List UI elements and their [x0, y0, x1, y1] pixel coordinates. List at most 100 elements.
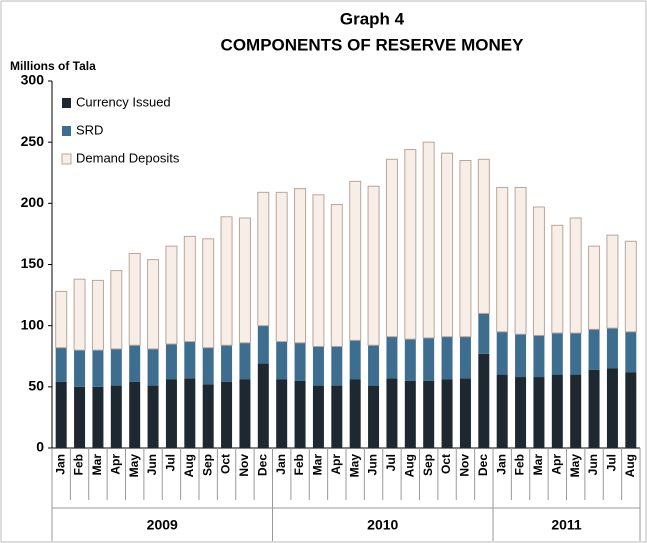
x-tick-label: Mar	[311, 454, 325, 476]
bar-segment	[588, 245, 601, 330]
chart-title: Graph 4	[340, 9, 405, 28]
bar-segment	[257, 191, 270, 327]
bar-segment	[478, 313, 490, 354]
x-tick-label: Oct	[219, 454, 233, 474]
y-tick-label: 300	[21, 72, 45, 88]
bar-segment	[496, 331, 508, 375]
x-tick-label: Feb	[292, 454, 306, 475]
bar-segment	[331, 346, 343, 386]
bar-segment	[257, 325, 269, 364]
x-tick-label: Apr	[329, 454, 343, 475]
bar-segment	[165, 245, 178, 345]
bar-segment	[110, 385, 122, 448]
bar-segment	[459, 160, 472, 338]
bar-segment	[606, 234, 619, 329]
bar-segment	[184, 341, 196, 379]
bar-segment	[147, 259, 160, 350]
x-tick-label: Apr	[549, 454, 563, 475]
group-label: 2011	[551, 517, 582, 533]
bar-segment	[202, 384, 214, 448]
x-tick-label: Apr	[108, 454, 122, 475]
bar-segment	[404, 339, 416, 381]
bar-segment	[570, 333, 582, 375]
bar-segment	[533, 335, 545, 378]
bar-segment	[441, 336, 453, 380]
bar-segment	[404, 149, 417, 340]
bar-segment	[570, 374, 582, 448]
legend-swatch	[62, 98, 71, 108]
y-tick-label: 250	[21, 133, 45, 149]
bar-segment	[312, 194, 325, 347]
x-tick-label: Jan	[274, 454, 288, 475]
x-tick-label: Sep	[200, 454, 214, 476]
bar-segment	[606, 328, 618, 369]
bar-segment	[441, 379, 453, 448]
bar-segment	[625, 331, 637, 373]
bar-segment	[257, 363, 269, 448]
bar-segment	[184, 378, 196, 448]
y-axis-label: Millions of Tala	[10, 59, 96, 73]
bar-segment	[368, 385, 380, 448]
x-tick-label: Feb	[72, 454, 86, 475]
bar-segment	[92, 350, 104, 387]
bar-segment	[331, 385, 343, 448]
x-tick-label: Aug	[182, 454, 196, 477]
x-tick-label: May	[347, 454, 361, 478]
bar-segment	[55, 290, 68, 349]
x-tick-label: Oct	[439, 454, 453, 474]
bar-segment	[147, 385, 159, 448]
bar-segment	[165, 379, 177, 448]
x-tick-label: Jul	[164, 454, 178, 471]
bar-segment	[183, 235, 196, 343]
bar-segment	[55, 347, 67, 382]
bar-segment	[275, 191, 288, 343]
x-tick-label: Jul	[605, 454, 619, 471]
bar-segment	[221, 381, 233, 448]
legend-label: Demand Deposits	[76, 150, 180, 165]
bar-segment	[129, 381, 141, 448]
bar-segment	[276, 379, 288, 448]
group-label: 2009	[147, 517, 178, 533]
x-tick-label: Jan	[494, 454, 508, 475]
bar-segment	[74, 386, 86, 448]
x-tick-label: May	[568, 454, 582, 478]
bar-segment	[588, 369, 600, 448]
bar-segment	[312, 385, 324, 448]
bar-segment	[349, 180, 362, 341]
x-tick-label: Dec	[255, 454, 269, 476]
bar-segment	[625, 372, 637, 448]
bar-segment	[294, 380, 306, 448]
bar-segment	[606, 368, 618, 448]
x-tick-label: Mar	[531, 454, 545, 476]
legend-label: Currency Issued	[76, 94, 171, 109]
bar-segment	[367, 185, 380, 346]
bar-segment	[55, 381, 67, 448]
bar-segment	[110, 348, 122, 386]
bar-segment	[330, 204, 343, 347]
bar-segment	[220, 216, 233, 346]
bar-segment	[386, 336, 398, 379]
y-tick-label: 0	[36, 439, 44, 455]
y-tick-label: 150	[21, 255, 45, 271]
legend-swatch	[62, 126, 71, 136]
bar-segment	[386, 378, 398, 448]
x-tick-label: Nov	[237, 454, 251, 477]
bar-segment	[551, 333, 563, 375]
bar-segment	[515, 334, 527, 378]
chart-subtitle: COMPONENTS OF RESERVE MONEY	[221, 35, 525, 54]
bar-segment	[294, 342, 306, 381]
bar-segment	[91, 279, 104, 351]
bar-segment	[551, 374, 563, 448]
bar-segment	[165, 344, 177, 380]
x-tick-label: Aug	[623, 454, 637, 477]
bar-segment	[459, 336, 471, 379]
y-tick-label: 50	[28, 378, 44, 394]
bar-segment	[551, 224, 564, 334]
bar-segment	[368, 345, 380, 386]
bar-segment	[202, 347, 214, 385]
x-tick-label: Mar	[90, 454, 104, 476]
bar-segment	[202, 238, 215, 349]
bar-segment	[110, 270, 123, 350]
x-tick-label: Jul	[384, 454, 398, 471]
